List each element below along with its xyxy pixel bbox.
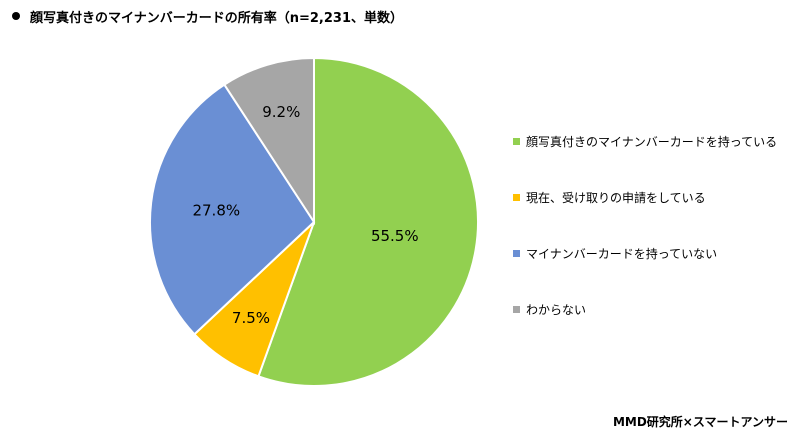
legend-label: 現在、受け取りの申請をしている [526,190,706,205]
legend: 顔写真付きのマイナンバーカードを持っている 現在、受け取りの申請をしている マイ… [513,126,777,350]
pie-slice [223,56,315,226]
legend-swatch-icon [513,249,520,257]
legend-swatch-icon [513,193,520,201]
legend-item: 現在、受け取りの申請をしている [513,182,777,212]
chart-title: 顔写真付きのマイナンバーカードの所有率（n=2,231、単数） [30,10,404,26]
legend-item: わからない [513,294,777,324]
slice-value-label: 7.5% [232,309,270,327]
slice-value-label: 55.5% [371,227,419,245]
source-credit: MMD研究所×スマートアンサー [612,415,788,429]
title-bullet-icon [12,12,20,20]
legend-item: 顔写真付きのマイナンバーカードを持っている [513,126,777,156]
slice-value-label: 9.2% [262,103,300,121]
legend-label: マイナンバーカードを持っていない [526,246,718,261]
legend-label: 顔写真付きのマイナンバーカードを持っている [526,134,778,149]
legend-item: マイナンバーカードを持っていない [513,238,777,268]
legend-swatch-icon [513,137,520,145]
legend-label: わからない [526,302,587,317]
chart-title-row: 顔写真付きのマイナンバーカードの所有率（n=2,231、単数） [12,6,403,26]
slice-value-label: 27.8% [192,201,240,219]
legend-swatch-icon [513,305,520,313]
pie-slice [257,56,479,387]
pie-slice [149,83,316,336]
